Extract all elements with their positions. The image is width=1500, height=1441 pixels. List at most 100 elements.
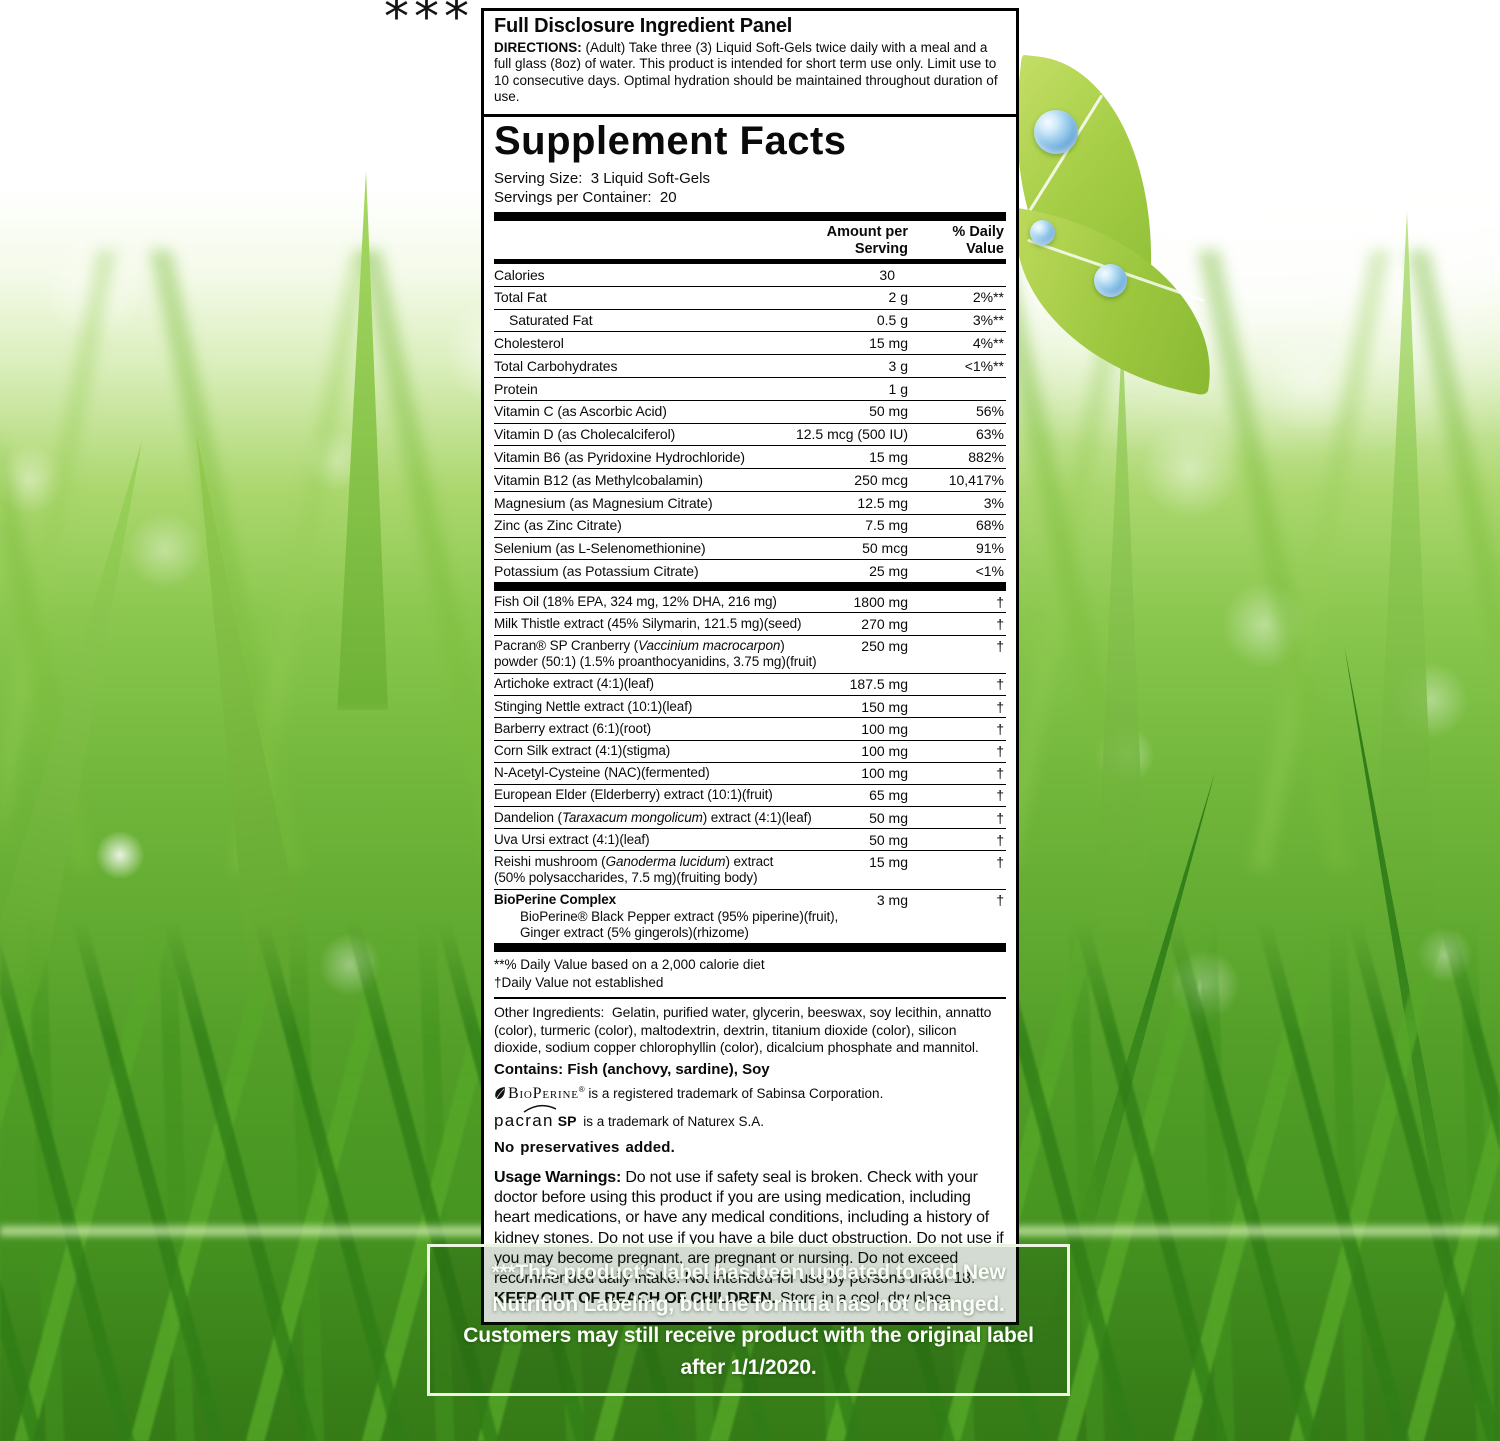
table-row: Magnesium (as Magnesium Citrate) 12.5 mg 3… xyxy=(494,491,1006,514)
table-row: Calories 30 xyxy=(494,264,1006,286)
daily-value: 56% xyxy=(975,403,1004,420)
water-droplet xyxy=(1030,220,1055,245)
table-row: European Elder (Elderberry) extract (10:… xyxy=(494,783,1006,806)
table-row: Cholesterol 15 mg 4%** xyxy=(494,331,1006,354)
amount-value: 3 mg xyxy=(876,892,908,909)
footnote-line: †Daily Value not established xyxy=(494,974,664,990)
usage-warnings: Usage Warnings: Do not use if safety sea… xyxy=(494,1168,1004,1308)
amount-value: 100 mg xyxy=(861,720,908,737)
ingredient-name: Vitamin C (as Ascorbic Acid) xyxy=(494,403,667,420)
daily-value: † xyxy=(996,787,1004,804)
table-row: Dandelion (Taraxacum mongolicum) extract… xyxy=(494,806,1006,828)
bioperine-trademark-text: is a registered trademark of Sabinsa Cor… xyxy=(584,1085,884,1101)
daily-value: 68% xyxy=(975,517,1004,534)
daily-value-footnotes: **% Daily Value based on a 2,000 calorie… xyxy=(494,952,1006,997)
section-divider xyxy=(494,582,1006,592)
amount-value: 187.5 mg xyxy=(849,676,908,693)
directions-text: DIRECTIONS: (Adult) Take three (3) Liqui… xyxy=(494,40,998,105)
daily-value: <1% xyxy=(975,562,1004,579)
bioperine-brand: BioPerine xyxy=(508,1084,579,1102)
column-amount-per-serving: Amount per Serving xyxy=(826,224,908,257)
table-row: Uva Ursi extract (4:1)(leaf) 50 mg † xyxy=(494,828,1006,850)
table-row: Total Carbohydrates 3 g <1%** xyxy=(494,354,1006,377)
ingredient-subline: BioPerine® Black Pepper extract (95% pip… xyxy=(520,908,839,924)
table-row: Protein 1 g xyxy=(494,377,1006,400)
table-row: Potassium (as Potassium Citrate) 25 mg <1% xyxy=(494,559,1006,582)
daily-value: † xyxy=(996,638,1004,655)
amount-value: 2 g xyxy=(888,289,908,306)
ingredient-name: Artichoke extract (4:1)(leaf) xyxy=(494,676,654,692)
supplement-label-panel: Full Disclosure Ingredient Panel DIRECTI… xyxy=(481,8,1019,1325)
registered-mark: ® xyxy=(578,1084,585,1094)
amount-value: 100 mg xyxy=(861,743,908,760)
water-droplet xyxy=(1094,264,1127,297)
ingredient-name: Reishi mushroom (Ganoderma lucidum) extr… xyxy=(494,853,774,886)
table-column-header: Amount per Serving % Daily Value xyxy=(494,221,1006,259)
amount-value: 1 g xyxy=(888,380,908,397)
amount-value: 270 mg xyxy=(861,615,908,632)
no-preservatives-note: No preservatives added. xyxy=(494,1138,676,1156)
water-droplet xyxy=(1034,110,1078,154)
amount-value: 15 mg xyxy=(869,334,908,351)
ingredient-name: Selenium (as L-Selenomethionine) xyxy=(494,540,706,557)
ingredient-name: Total Carbohydrates xyxy=(494,357,618,374)
amount-value: 15 mg xyxy=(869,448,908,465)
supplement-facts-section: Supplement Facts Serving Size: 3 Liquid … xyxy=(484,117,1016,1322)
directions-section: Full Disclosure Ingredient Panel DIRECTI… xyxy=(484,11,1016,117)
ingredient-name: Uva Ursi extract (4:1)(leaf) xyxy=(494,831,650,847)
daily-value: † xyxy=(996,743,1004,760)
table-row: Corn Silk extract (4:1)(stigma) 100 mg † xyxy=(494,739,1006,762)
ingredient-name: Vitamin D (as Cholecalciferol) xyxy=(494,426,676,443)
ingredient-name: Magnesium (as Magnesium Citrate) xyxy=(494,494,713,511)
daily-value: 882% xyxy=(968,448,1004,465)
ingredient-name: Milk Thistle extract (45% Silymarin, 121… xyxy=(494,615,802,631)
amount-value: 1800 mg xyxy=(853,593,908,610)
daily-value: † xyxy=(996,698,1004,715)
daily-value: 2%** xyxy=(972,289,1004,306)
daily-value: 3%** xyxy=(972,312,1004,329)
table-row: Stinging Nettle extract (10:1)(leaf) 150 … xyxy=(494,695,1006,717)
supplement-facts-title: Supplement Facts xyxy=(494,118,847,163)
amount-value: 12.5 mcg (500 IU) xyxy=(795,426,908,443)
daily-value: 63% xyxy=(975,426,1004,443)
amount-value: 50 mg xyxy=(869,809,908,826)
amount-value: 30 xyxy=(879,266,895,283)
table-row: BioPerine Complex 3 mg † BioPerine® Black P… xyxy=(494,888,1006,944)
amount-value: 50 mg xyxy=(869,831,908,848)
daily-value: 10,417% xyxy=(948,471,1004,488)
daily-value: † xyxy=(996,676,1004,693)
directions-label: DIRECTIONS: xyxy=(494,40,582,55)
ingredient-name: Calories xyxy=(494,266,545,283)
swoosh-icon xyxy=(523,1104,557,1113)
ingredient-name: Potassium (as Potassium Citrate) xyxy=(494,562,699,579)
table-row: Artichoke extract (4:1)(leaf) 187.5 mg † xyxy=(494,672,1006,695)
amount-value: 250 mg xyxy=(861,638,908,655)
daily-value: 4%** xyxy=(972,334,1004,351)
ingredient-name: Cholesterol xyxy=(494,334,564,351)
table-row: Zinc (as Zinc Citrate) 7.5 mg 68% xyxy=(494,513,1006,537)
pacran-trademark-text: is a trademark of Naturex S.A. xyxy=(579,1113,765,1129)
amount-value: 7.5 mg xyxy=(865,517,908,534)
table-row: Total Fat 2 g 2%** xyxy=(494,285,1006,309)
botanical-rows: Fish Oil (18% EPA, 324 mg, 12% DHA, 216 … xyxy=(494,591,1006,943)
ingredient-name: Saturated Fat xyxy=(509,312,593,329)
amount-value: 3 g xyxy=(888,357,908,374)
footnote-line: **% Daily Value based on a 2,000 calorie… xyxy=(494,957,765,973)
table-row: Vitamin B6 (as Pyridoxine Hydrochloride)… xyxy=(494,445,1006,468)
table-row: Saturated Fat 0.5 g 3%** xyxy=(494,308,1006,332)
amount-value: 25 mg xyxy=(869,562,908,579)
ingredient-name: Vitamin B12 (as Methylcobalamin) xyxy=(494,471,703,488)
nutrient-rows: Calories 30 Total Fat 2 g 2%** Saturated Fat 0… xyxy=(494,264,1006,582)
daily-value: 3% xyxy=(983,494,1004,511)
ingredient-name: Stinging Nettle extract (10:1)(leaf) xyxy=(494,698,693,714)
section-divider xyxy=(494,212,1006,222)
table-row: Pacran® SP Cranberry (Vaccinium macrocar… xyxy=(494,634,1006,673)
daily-value: † xyxy=(996,765,1004,782)
daily-value: <1%** xyxy=(964,357,1004,374)
section-divider xyxy=(494,259,1006,265)
ingredient-name: BioPerine Complex xyxy=(494,892,617,908)
table-row: N-Acetyl-Cysteine (NAC)(fermented) 100 mg… xyxy=(494,761,1006,784)
label-update-notice: ***This product's label has been updated… xyxy=(427,1244,1070,1396)
daily-value: † xyxy=(996,892,1004,909)
section-divider xyxy=(494,943,1006,953)
